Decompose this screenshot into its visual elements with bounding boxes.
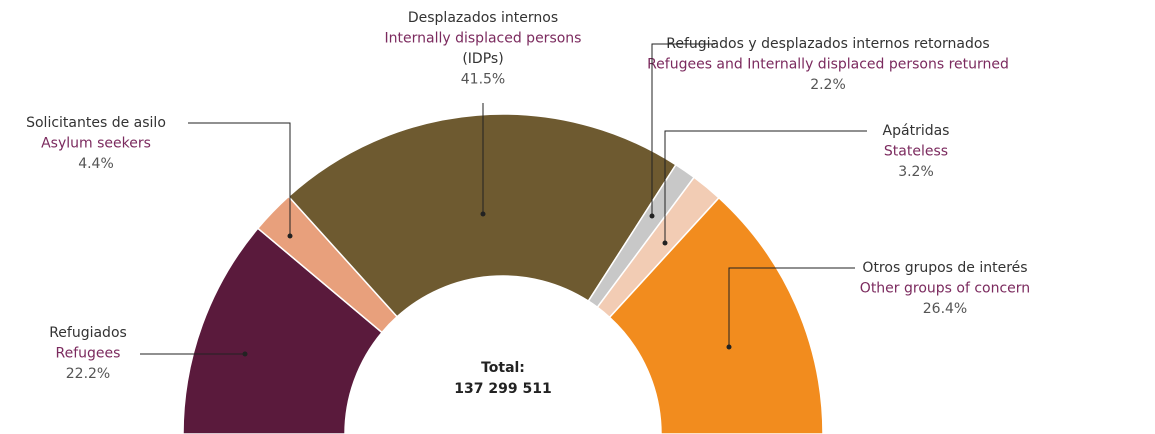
total-value: 137 299 511: [454, 381, 551, 397]
leader-dot: [242, 351, 248, 357]
label-en: Internally displaced persons: [385, 31, 582, 47]
label-es: Solicitantes de asilo: [26, 115, 166, 131]
leader-dot: [726, 344, 732, 350]
label-es: Otros grupos de interés: [862, 260, 1027, 276]
label-es: Desplazados internos: [408, 10, 558, 26]
leader-dot: [287, 233, 293, 239]
label-abbr: (IDPs): [462, 51, 503, 67]
label-en: Stateless: [884, 144, 948, 160]
label-es: Apátridas: [883, 123, 950, 139]
leader-line: [651, 43, 715, 216]
label-en: Refugees: [56, 346, 121, 362]
total-title: Total:: [481, 360, 525, 376]
leader-dot: [662, 240, 668, 246]
label-es: Refugiados: [49, 325, 127, 341]
leader-dot: [480, 211, 486, 217]
value-label: 2.2%: [810, 77, 846, 93]
leader-line: [188, 122, 291, 236]
leader-dot: [649, 213, 655, 219]
label-en: Refugees and Internally displaced person…: [647, 57, 1009, 73]
labels: Refugiados Refugees 22.2% Solicitantes de a…: [26, 10, 1030, 382]
value-label: 22.2%: [66, 366, 110, 382]
leader-line: [664, 130, 867, 243]
value-label: 26.4%: [923, 301, 967, 317]
label-en: Other groups of concern: [860, 281, 1030, 297]
value-label: 3.2%: [898, 164, 934, 180]
leader-line: [728, 267, 855, 347]
label-en: Asylum seekers: [41, 136, 151, 152]
value-label: 4.4%: [78, 156, 114, 172]
segment: [608, 196, 824, 434]
label-es: Refugiados y desplazados internos retorn…: [666, 36, 989, 52]
value-label: 41.5%: [461, 72, 505, 88]
